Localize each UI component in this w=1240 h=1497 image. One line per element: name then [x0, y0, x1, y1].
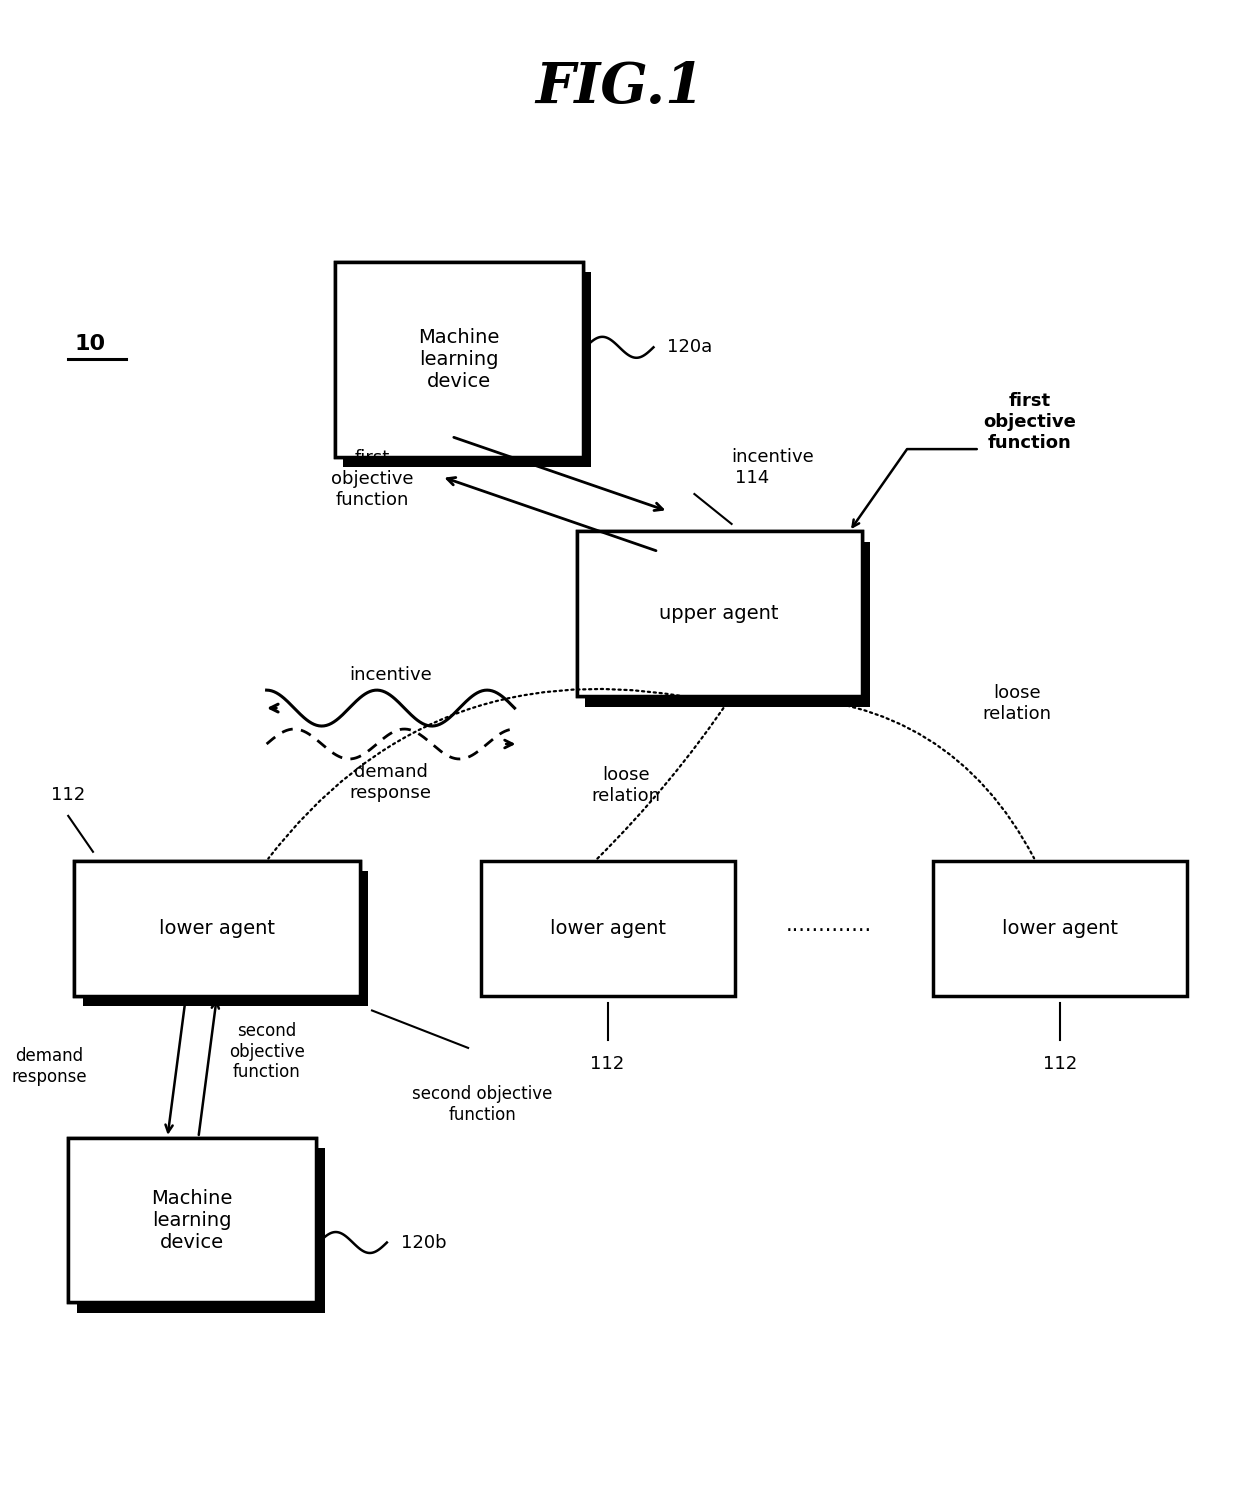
Text: Machine
learning
device: Machine learning device: [418, 328, 500, 391]
Text: incentive: incentive: [732, 448, 815, 466]
Bar: [577, 531, 862, 696]
Bar: [481, 861, 734, 996]
Text: 120a: 120a: [667, 338, 712, 356]
FancyArrowPatch shape: [771, 696, 1034, 858]
Bar: [68, 1138, 316, 1302]
Text: 10: 10: [74, 334, 105, 355]
Text: first
objective
function: first objective function: [331, 449, 413, 509]
Bar: [83, 871, 368, 1006]
Text: upper agent: upper agent: [660, 605, 779, 623]
Bar: [932, 861, 1188, 996]
Text: .............: .............: [785, 915, 872, 936]
Text: lower agent: lower agent: [549, 919, 666, 937]
FancyArrowPatch shape: [598, 699, 730, 859]
Bar: [335, 262, 583, 457]
Text: second objective
function: second objective function: [412, 1085, 552, 1124]
Text: 114: 114: [735, 469, 770, 487]
Bar: [577, 531, 862, 696]
Bar: [74, 861, 360, 996]
Text: demand
response: demand response: [350, 763, 432, 802]
Text: incentive: incentive: [350, 666, 432, 684]
Text: loose
relation: loose relation: [982, 684, 1052, 723]
Text: second
objective
function: second objective function: [228, 1022, 305, 1081]
Text: demand
response: demand response: [12, 1048, 87, 1085]
Bar: [74, 861, 360, 996]
Text: 112: 112: [51, 786, 86, 804]
FancyArrowPatch shape: [268, 689, 680, 859]
Bar: [68, 1138, 316, 1302]
Bar: [343, 272, 591, 467]
Text: Machine
learning
device: Machine learning device: [151, 1189, 233, 1251]
Bar: [77, 1148, 325, 1313]
Text: loose
relation: loose relation: [591, 766, 661, 805]
Text: 112: 112: [1043, 1055, 1078, 1073]
Text: FIG.1: FIG.1: [536, 60, 704, 115]
Text: lower agent: lower agent: [1002, 919, 1118, 937]
Bar: [585, 542, 870, 707]
Text: lower agent: lower agent: [159, 919, 275, 937]
Text: 112: 112: [590, 1055, 625, 1073]
Bar: [335, 262, 583, 457]
Text: 120b: 120b: [401, 1234, 446, 1251]
Text: first
objective
function: first objective function: [983, 392, 1075, 452]
